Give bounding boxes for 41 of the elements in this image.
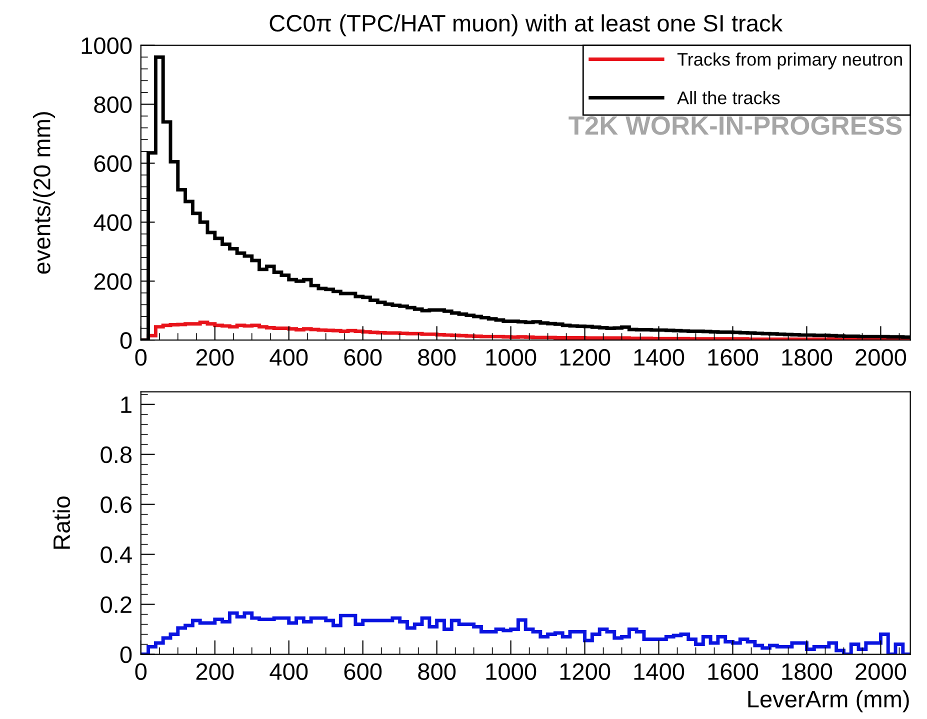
y-tick-label: 1000	[82, 37, 132, 54]
legend-label: All the tracks	[677, 91, 780, 104]
x-tick-label: 400	[270, 349, 308, 366]
x-tick-label: 1000	[486, 663, 536, 680]
y-tick-label: 0.6	[100, 496, 132, 514]
y-axis-title: Ratio	[52, 496, 70, 549]
x-tick-label: 600	[344, 663, 382, 680]
x-tick-label: 1200	[560, 349, 610, 366]
legend-label: Tracks from primary neutron	[677, 52, 902, 70]
x-axis-title: LeverArm (mm)	[748, 690, 909, 712]
y-tick-label: 800	[94, 96, 132, 114]
x-tick-label: 1800	[782, 349, 832, 366]
chart-title: CC0π (TPC/HAT muon) with at least one SI track	[270, 14, 783, 36]
x-tick-label: 1600	[708, 663, 758, 680]
annotation: T2K WORK-IN-PROGRESS	[568, 116, 902, 135]
x-tick-label: 1000	[486, 349, 536, 366]
x-tick-label: 800	[418, 349, 456, 366]
x-tick-label: 1600	[708, 349, 758, 366]
y-tick-label: 0.8	[100, 446, 132, 464]
y-axis-title: events/(20 mm)	[33, 112, 56, 274]
y-tick-label: 0	[120, 332, 132, 349]
x-tick-label: 200	[196, 349, 234, 366]
x-tick-label: 1400	[634, 663, 684, 680]
y-tick-label: 200	[94, 273, 132, 290]
x-tick-label: 0	[135, 663, 147, 680]
x-tick-label: 1400	[634, 349, 684, 366]
x-tick-label: 1200	[560, 663, 610, 680]
x-tick-label: 0	[135, 349, 147, 366]
y-tick-label: 400	[94, 214, 132, 231]
x-tick-label: 2000	[856, 349, 906, 366]
x-tick-label: 400	[270, 663, 308, 680]
y-tick-label: 1	[121, 396, 132, 413]
y-tick-label: 0.2	[100, 596, 132, 614]
y-tick-label: 0.4	[100, 546, 132, 564]
x-tick-label: 1800	[782, 663, 832, 680]
y-tick-label: 600	[94, 155, 132, 172]
x-tick-label: 200	[196, 663, 234, 680]
y-tick-label: 0	[120, 646, 132, 664]
x-tick-label: 2000	[856, 663, 906, 680]
x-tick-label: 600	[344, 349, 382, 366]
x-tick-label: 800	[418, 663, 456, 680]
